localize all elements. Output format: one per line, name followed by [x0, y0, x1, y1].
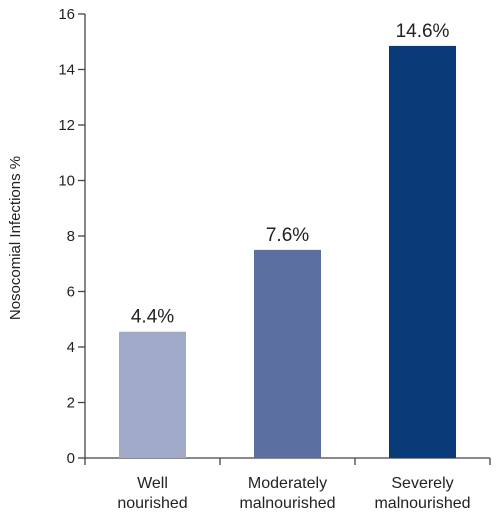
- y-tick-label: 16: [58, 6, 75, 23]
- y-tick-label: 2: [67, 395, 75, 412]
- bar: [119, 331, 186, 458]
- data-labels: 4.4% 7.6% 14.6%: [131, 21, 450, 328]
- data-label: 7.6%: [266, 225, 309, 246]
- bar: [389, 45, 456, 458]
- x-tick-label: malnourished: [374, 495, 470, 512]
- y-tick-label: 8: [67, 228, 75, 245]
- x-tick-label: Moderately: [248, 475, 327, 492]
- x-axis: Well nourished Moderately malnourished Sever…: [84, 457, 491, 512]
- x-tick-label: Severely: [391, 475, 453, 492]
- bar: [254, 249, 321, 458]
- x-tick-label: nourished: [117, 495, 187, 512]
- y-tick-label: 0: [67, 450, 75, 467]
- y-axis: 0 2 4 6 8 10 12 14 16: [58, 6, 86, 467]
- y-tick-label: 14: [58, 62, 75, 79]
- y-axis-title: Nosocomial Infections %: [7, 156, 24, 320]
- y-tick-label: 12: [58, 117, 75, 134]
- y-tick-label: 4: [67, 339, 75, 356]
- y-tick-label: 6: [67, 284, 75, 301]
- data-label: 14.6%: [396, 21, 450, 42]
- x-tick-label: Well: [137, 475, 168, 492]
- bars: [119, 45, 456, 458]
- data-label: 4.4%: [131, 307, 174, 328]
- y-tick-label: 10: [58, 173, 75, 190]
- x-tick-label: malnourished: [239, 495, 335, 512]
